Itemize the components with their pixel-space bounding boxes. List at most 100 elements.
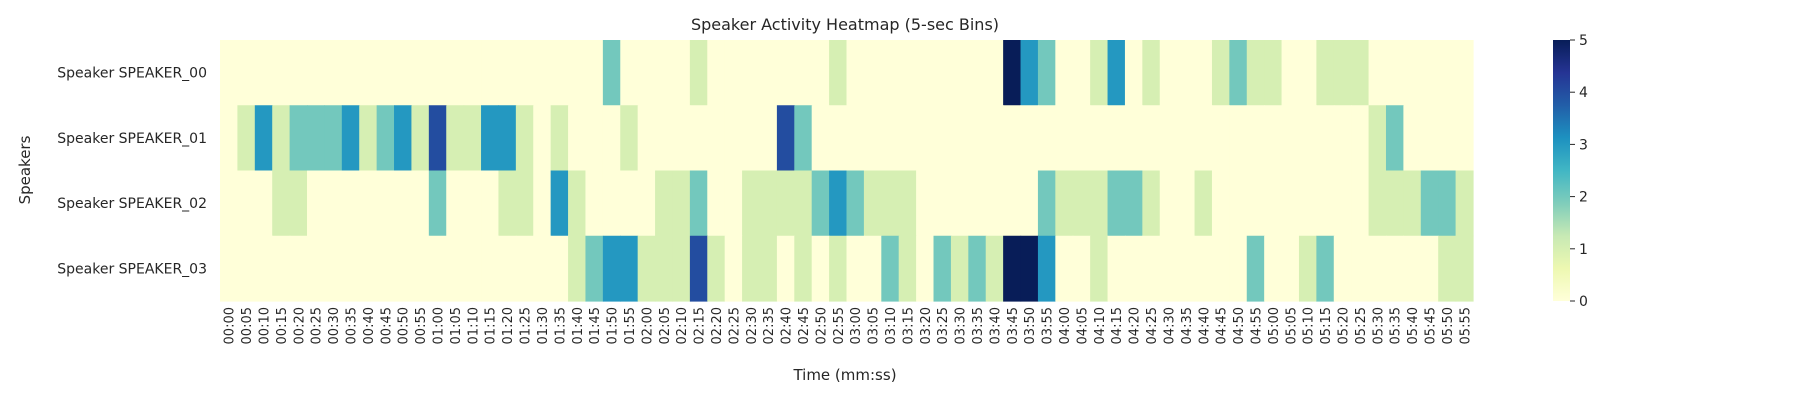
x-tick-label: 03:10 [884, 307, 899, 344]
x-tick-label: 02:20 [710, 307, 725, 344]
heatmap-cell [220, 105, 238, 172]
x-tick-label: 04:15 [1110, 307, 1125, 344]
heatmap-cell [794, 40, 813, 106]
x-axis-label: Time (mm:ss) [792, 366, 896, 384]
heatmap-cell [307, 40, 326, 106]
heatmap-cell [1403, 105, 1422, 172]
heatmap-cell [498, 105, 517, 172]
heatmap-cell [428, 170, 447, 237]
x-tick-label: 03:15 [901, 307, 916, 344]
heatmap-cell [1020, 40, 1039, 106]
heatmap-cell [1246, 235, 1265, 302]
heatmap-cell [1298, 40, 1317, 106]
heatmap-cell [1403, 235, 1422, 302]
heatmap-cell [863, 235, 882, 302]
x-tick-label: 03:25 [936, 307, 951, 344]
heatmap-cell [446, 105, 465, 172]
heatmap-cell [724, 40, 743, 106]
heatmap-cell [637, 40, 656, 106]
heatmap-cell [1281, 105, 1300, 172]
heatmap-cell [724, 105, 743, 172]
heatmap-cell [881, 105, 900, 172]
x-tick-label: 04:25 [1145, 307, 1160, 344]
heatmap-cell [846, 40, 865, 106]
heatmap-cell [1194, 105, 1213, 172]
x-tick-label: 02:50 [814, 307, 829, 344]
heatmap-cell [1333, 105, 1352, 172]
x-tick-label: 00:10 [258, 307, 273, 344]
heatmap-cell [1438, 40, 1457, 106]
heatmap-cell [515, 40, 534, 106]
heatmap-cell [1246, 40, 1265, 106]
y-tick-label: Speaker SPEAKER_00 [57, 66, 207, 82]
heatmap-cell [1368, 170, 1387, 237]
heatmap-cell [881, 40, 900, 106]
heatmap-cell [550, 40, 569, 106]
heatmap-cell [254, 40, 273, 106]
heatmap-cell [794, 105, 813, 172]
x-tick-label: 05:15 [1319, 307, 1334, 344]
heatmap-cell [950, 40, 969, 106]
x-tick-label: 02:25 [727, 307, 742, 344]
heatmap-cell [863, 105, 882, 172]
heatmap-cell [1246, 170, 1265, 237]
heatmap-cell [411, 170, 430, 237]
heatmap-cell [1420, 40, 1439, 106]
heatmap-cell [1298, 105, 1317, 172]
heatmap-cell [933, 170, 952, 237]
heatmap-cell [672, 40, 691, 106]
heatmap-cell [428, 105, 447, 172]
heatmap-cell [1403, 170, 1422, 237]
x-tick-label: 00:05 [240, 307, 255, 344]
heatmap-cell [776, 235, 795, 302]
heatmap-cell [341, 170, 360, 237]
heatmap-cell [707, 235, 726, 302]
heatmap-cell [498, 170, 517, 237]
heatmap-cell [863, 170, 882, 237]
heatmap-cell [1229, 170, 1248, 237]
heatmap-cell [1229, 235, 1248, 302]
x-tick-label: 00:50 [397, 307, 412, 344]
x-tick-label: 04:55 [1249, 307, 1264, 344]
heatmap-cell [463, 40, 482, 106]
x-tick-label: 05:00 [1267, 307, 1282, 344]
heatmap-cell [1351, 105, 1370, 172]
x-tick-label: 02:15 [693, 307, 708, 344]
x-tick-label: 05:25 [1354, 307, 1369, 344]
heatmap-cell [307, 105, 326, 172]
x-tick-label: 02:40 [780, 307, 795, 344]
heatmap-cell [985, 170, 1004, 237]
heatmap-cell [1351, 235, 1370, 302]
heatmap-cell [1020, 105, 1039, 172]
heatmap-cell [237, 170, 256, 237]
heatmap-cell [550, 105, 569, 172]
heatmap-cell [863, 40, 882, 106]
heatmap-cell [672, 235, 691, 302]
heatmap-cell [1211, 170, 1230, 237]
heatmap-cell [602, 235, 621, 302]
x-tick-labels: 00:00 00:05 00:10 00:15 00:20 00:25 00:30 00:35… [223, 307, 1474, 344]
heatmap-cell [359, 235, 378, 302]
heatmap-cell [1368, 105, 1387, 172]
heatmap-cell [811, 235, 830, 302]
heatmap-cell [1020, 235, 1039, 302]
heatmap-cell [1438, 170, 1457, 237]
x-tick-label: 03:35 [971, 307, 986, 344]
heatmap-cell [533, 235, 552, 302]
heatmap-cell [1090, 40, 1109, 106]
heatmap-cell [1264, 40, 1283, 106]
x-tick-label: 04:45 [1215, 307, 1230, 344]
heatmap-cell [1159, 40, 1178, 106]
heatmap-cell [759, 235, 778, 302]
heatmap-cell [620, 105, 639, 172]
heatmap-cell [463, 105, 482, 172]
heatmap-cell [585, 170, 604, 237]
x-tick-label: 02:55 [832, 307, 847, 344]
heatmap-cell [1316, 170, 1335, 237]
x-tick-label: 00:35 [345, 307, 360, 344]
heatmap-cell [515, 235, 534, 302]
heatmap-cell [411, 235, 430, 302]
heatmap-cell [829, 170, 848, 237]
heatmap-cell [916, 235, 935, 302]
x-tick-label: 01:40 [571, 307, 586, 344]
